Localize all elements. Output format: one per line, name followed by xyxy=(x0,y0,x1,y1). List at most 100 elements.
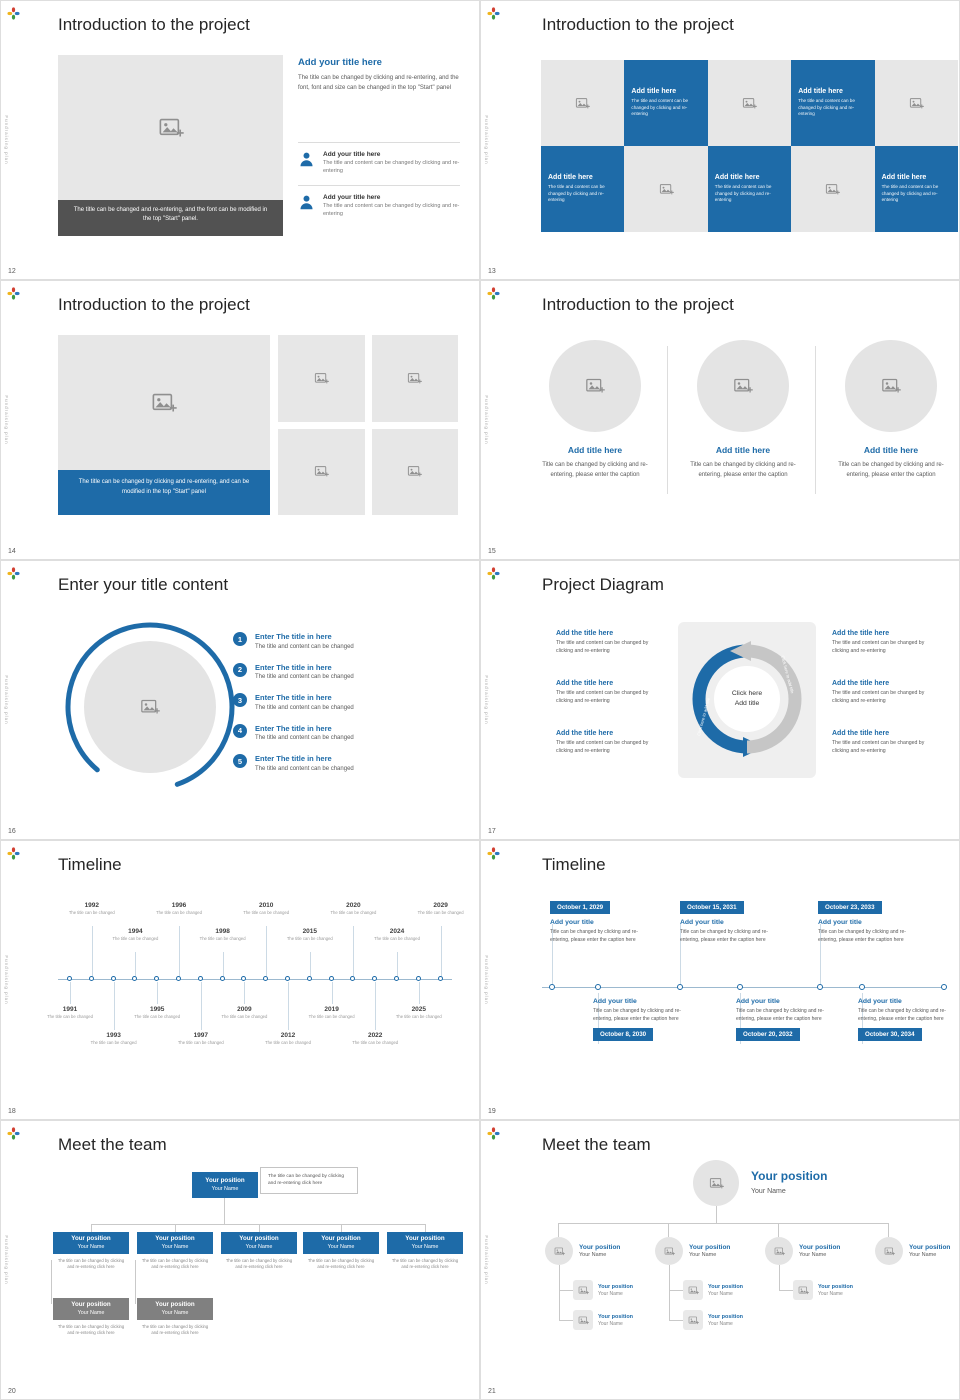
column-body: Title can be changed by clicking and re-… xyxy=(690,462,796,478)
group-avatar-circle xyxy=(545,1237,573,1265)
member-name: Your Name xyxy=(161,1244,189,1250)
center-line2: Add title xyxy=(734,700,760,707)
org-group: Your position Your Name xyxy=(765,1223,840,1265)
number-badge: 2 xyxy=(233,662,247,677)
cell-heading: Add title here xyxy=(631,87,677,95)
item-body: The title and content can be changed xyxy=(255,735,354,741)
milestone-year: 2022 xyxy=(367,1032,383,1039)
sub-position: Your position xyxy=(71,1301,111,1308)
org-member-box: Your position Your Name xyxy=(303,1232,379,1254)
milestone-caption: The title can be changed xyxy=(265,1040,311,1045)
milestone-caption: The title can be changed xyxy=(156,910,202,915)
item-heading: Add the title here xyxy=(556,730,614,737)
sidebar-vertical-text: Fundraising plan xyxy=(484,115,489,165)
milestone-caption: The title can be changed xyxy=(417,910,464,915)
brand-logo-icon xyxy=(7,567,20,580)
connector-line xyxy=(331,982,333,1004)
person-icon xyxy=(298,194,315,211)
child-text: Your position Your Name xyxy=(708,1284,743,1297)
group-position: Your position xyxy=(579,1244,621,1251)
connector-line xyxy=(341,1224,342,1232)
milestone-body: Title can be changed by clicking and re-… xyxy=(680,929,768,943)
milestone-year: 2010 xyxy=(258,902,274,909)
slide-21-thumbnail[interactable]: Fundraising plan Meet the team Your posi… xyxy=(480,1120,960,1400)
slide-number: 18 xyxy=(8,1108,16,1115)
child-avatar xyxy=(573,1310,593,1330)
slide-13-thumbnail[interactable]: Fundraising plan Introduction to the pro… xyxy=(480,0,960,280)
diagram-center-label: Click here Add title xyxy=(732,689,762,709)
milestone-year: 1998 xyxy=(215,928,230,935)
list-item: Add the title here The title and content… xyxy=(556,680,660,706)
connector-line xyxy=(353,926,355,976)
group-text: Your position Your Name xyxy=(909,1244,950,1258)
slide-title: Timeline xyxy=(542,855,606,874)
milestone-label: 2022 The title can be changed xyxy=(352,1032,398,1046)
sidebar-vertical-text: Fundraising plan xyxy=(4,115,9,165)
member-caption: The title can be changed by clicking and… xyxy=(57,1258,125,1270)
connector-line xyxy=(559,1223,889,1224)
feature-body: The title and content can be changed by … xyxy=(323,202,460,217)
image-placeholder-icon xyxy=(585,376,605,396)
milestone-caption: The title can be changed xyxy=(221,1014,268,1019)
milestone-year: 1997 xyxy=(193,1032,209,1039)
slide-16-thumbnail[interactable]: Fundraising plan Enter your title conten… xyxy=(0,560,480,840)
connector-line xyxy=(669,1290,683,1291)
connector-line xyxy=(51,1260,52,1304)
milestone-year: 1995 xyxy=(149,1006,165,1013)
brand-logo-icon xyxy=(487,567,500,580)
sidebar-vertical-text: Fundraising plan xyxy=(484,395,489,445)
slide-12-thumbnail[interactable]: Fundraising plan Introduction to the pro… xyxy=(0,0,480,280)
column-heading: Add title here xyxy=(863,445,919,455)
column-list: Add title here Title can be changed by c… xyxy=(480,340,960,510)
slide-14-thumbnail[interactable]: Fundraising plan Introduction to the pro… xyxy=(0,280,480,560)
image-placeholder xyxy=(371,335,458,422)
section-heading: Add your title here xyxy=(298,57,382,68)
timeline-dot xyxy=(263,976,269,981)
slide-20-thumbnail[interactable]: Fundraising plan Meet the team Your posi… xyxy=(0,1120,480,1400)
grid-cell xyxy=(624,146,708,232)
child-avatar xyxy=(683,1310,703,1330)
circle-graphic xyxy=(58,615,242,799)
column-item: Add title here Title can be changed by c… xyxy=(673,340,813,480)
milestone-label: 1994 The title can be changed xyxy=(112,928,158,942)
connector-line xyxy=(598,993,599,1044)
connector-line xyxy=(397,952,398,976)
group-position: Your position xyxy=(689,1244,731,1251)
connector-line xyxy=(552,924,553,985)
grid-cell: Add title here The title and content can… xyxy=(874,146,958,232)
person-icon xyxy=(298,151,315,168)
child-text: Your position Your Name xyxy=(708,1314,743,1327)
milestone-date-badge: October 20, 2032 xyxy=(736,1028,800,1041)
milestone-caption: The title can be changed xyxy=(330,910,377,915)
numbered-item-text: Enter The title in here The title and co… xyxy=(255,693,354,711)
cell-heading: Add title here xyxy=(798,87,843,95)
milestone-label: 1993 The title can be changed xyxy=(91,1032,137,1046)
org-child: Your position Your Name xyxy=(559,1310,633,1330)
milestone-year: 2024 xyxy=(389,928,405,935)
sub-name: Your Name xyxy=(77,1310,105,1316)
member-name: Your Name xyxy=(245,1244,273,1250)
grid-cell: Add title here The title and content can… xyxy=(624,60,708,146)
brand-logo-icon xyxy=(487,7,500,20)
connector-line xyxy=(779,1290,793,1291)
milestone-year: 1991 xyxy=(62,1006,78,1013)
slide-18-thumbnail[interactable]: Fundraising plan Timeline 1991 The title… xyxy=(0,840,480,1120)
member-name: Your Name xyxy=(77,1244,105,1250)
number-badge: 5 xyxy=(233,754,247,768)
connector-line xyxy=(91,1224,92,1232)
checkerboard-grid: Add title here The title and content can… xyxy=(541,60,958,232)
item-heading: Add the title here xyxy=(832,730,890,737)
connector-line xyxy=(558,1223,559,1237)
timeline-dot xyxy=(677,984,683,990)
section-body: The title can be changed by clicking and… xyxy=(298,75,459,91)
connector-line xyxy=(559,1320,573,1321)
slide-15-thumbnail[interactable]: Fundraising plan Introduction to the pro… xyxy=(480,280,960,560)
slide-17-thumbnail[interactable]: Fundraising plan Project Diagram Add the… xyxy=(480,560,960,840)
org-child: Your position Your Name xyxy=(559,1280,633,1300)
number-badge: 4 xyxy=(233,723,247,738)
image-placeholder xyxy=(278,428,365,515)
connector-line xyxy=(668,1223,669,1237)
group-name: Your Name xyxy=(799,1252,827,1258)
slide-19-thumbnail[interactable]: Fundraising plan Timeline October 1, 202… xyxy=(480,840,960,1120)
org-sub-box: Your position Your Name xyxy=(137,1298,213,1320)
